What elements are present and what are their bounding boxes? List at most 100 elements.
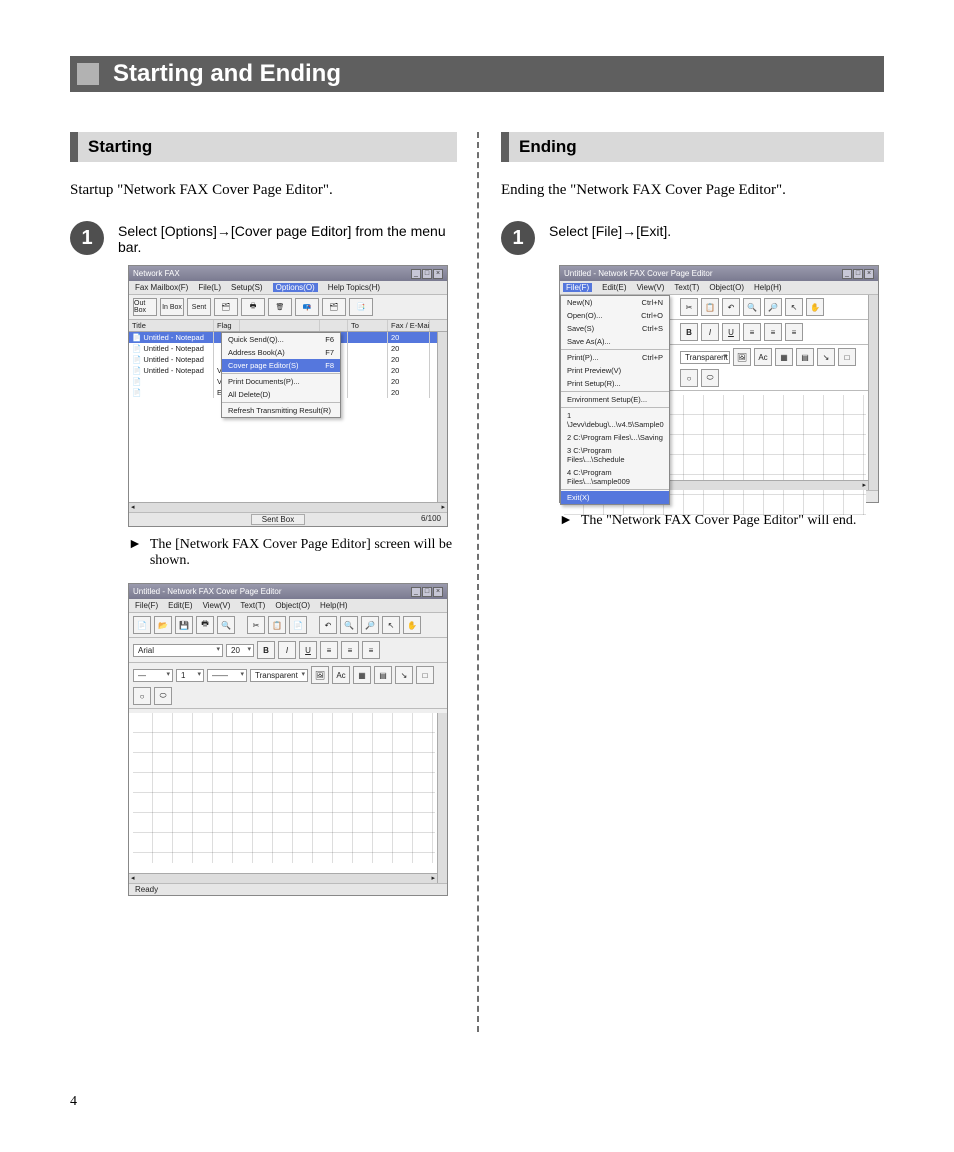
toolbar-button: 📪 (295, 298, 319, 316)
toolbar-button: 🗂 (322, 298, 346, 316)
transparency-dropdown: Transparent (680, 351, 730, 364)
page-header: Starting and Ending (70, 56, 884, 92)
toolbar: Out BoxIn BoxSent🗂🖶🗑📪🗂📑 (129, 295, 447, 320)
menu-item: Print(P)...Ctrl+P (561, 351, 669, 364)
menu-item: Print Documents(P)... (222, 375, 340, 388)
menu-item: Environment Setup(E)... (561, 393, 669, 406)
tool-icon: Ac (754, 348, 772, 366)
menu-item: 3 C:\Program Files\...\Schedule (561, 444, 669, 466)
menubar: Fax Mailbox(F) File(L) Setup(S) Options(O) H… (129, 281, 447, 295)
tool-icon: ⬭ (154, 687, 172, 705)
menu-item: All Delete(D) (222, 388, 340, 401)
tool-icon: 📄 (289, 616, 307, 634)
tool-icon: ✋ (403, 616, 421, 634)
list-body: 📄 Untitled - Notepad20📄 Untitled - Notep… (129, 332, 447, 502)
menubar: File(F)Edit(E)View(V)Text(T)Object(O)Hel… (560, 281, 878, 295)
italic-icon: I (701, 323, 719, 341)
menu-item: Object(O) (709, 283, 744, 292)
menu-item: Help Topics(H) (328, 283, 380, 292)
result-text: The "Network FAX Cover Page Editor" will… (581, 513, 857, 529)
content-area: ◂▸ (129, 713, 447, 883)
menu-item: File(F) (563, 283, 592, 292)
tool-icon: 📋 (268, 616, 286, 634)
tool-icon: ▤ (796, 348, 814, 366)
menu-item: Address Book(A)F7 (222, 346, 340, 359)
transparency-dropdown: Transparent (250, 669, 308, 682)
result-text: The [Network FAX Cover Page Editor] scre… (150, 537, 457, 569)
menu-item: New(N)Ctrl+N (561, 296, 669, 309)
tool-icon: ✋ (806, 298, 824, 316)
screenshot-cover-page-editor: Untitled - Network FAX Cover Page Editor… (128, 583, 448, 896)
tool-icon: ▦ (353, 666, 371, 684)
align-left-icon: ≡ (320, 641, 338, 659)
menu-item: Text(T) (674, 283, 699, 292)
toolbar-button: Sent (187, 298, 211, 316)
line-width-dropdown: 1 (176, 669, 204, 682)
toolbar-button: Out Box (133, 298, 157, 316)
window-titlebar: Network FAX _□× (129, 266, 447, 281)
menu-item: Edit(E) (168, 601, 192, 610)
align-center-icon: ≡ (341, 641, 359, 659)
page-number: 4 (70, 1094, 77, 1110)
bold-icon: B (257, 641, 275, 659)
scrollbar-vertical (437, 713, 447, 883)
window-buttons: _□× (410, 268, 443, 279)
options-menu-popup: Quick Send(Q)...F6Address Book(A)F7Cover… (221, 332, 341, 418)
ending-result: ► The "Network FAX Cover Page Editor" wi… (559, 513, 884, 529)
ending-heading: Ending (501, 132, 884, 162)
left-column: Starting Startup "Network FAX Cover Page… (70, 132, 477, 1032)
bold-icon: B (680, 323, 698, 341)
tool-icon: 📋 (701, 298, 719, 316)
window-titlebar: Untitled - Network FAX Cover Page Editor… (129, 584, 447, 599)
tool-icon: ○ (133, 687, 151, 705)
menu-item: Edit(E) (602, 283, 626, 292)
align-icon: ≡ (743, 323, 761, 341)
menu-item: Open(O)...Ctrl+O (561, 309, 669, 322)
menu-item: Setup(S) (231, 283, 263, 292)
toolbar-row-3: — 1 —— Transparent 🖼 Ac ▦ ▤ ↘ □ ○ ⬭ (129, 663, 447, 709)
status-right: 6/100 (421, 514, 441, 525)
menu-item: Options(O) (273, 283, 318, 292)
menu-item: File(F) (135, 601, 158, 610)
menu-item: Help(H) (320, 601, 348, 610)
window-titlebar: Untitled - Network FAX Cover Page Editor… (560, 266, 878, 281)
file-menu-popup: New(N)Ctrl+NOpen(O)...Ctrl+OSave(S)Ctrl+… (560, 295, 670, 505)
menu-item: 1 \Jevv\debug\...\v4.5\Sample0 (561, 409, 669, 431)
menubar: File(F)Edit(E)View(V)Text(T)Object(O)Hel… (129, 599, 447, 613)
underline-icon: U (299, 641, 317, 659)
content-area: New(N)Ctrl+NOpen(O)...Ctrl+OSave(S)Ctrl+… (560, 295, 878, 490)
line-dash-dropdown: —— (207, 669, 247, 682)
scrollbar-vertical (437, 332, 447, 502)
statusbar: Ready (129, 883, 447, 895)
toolbar-row-2: Arial 20 B I U ≡ ≡ ≡ (129, 638, 447, 663)
tool-icon: ↖ (382, 616, 400, 634)
line-style-dropdown: — (133, 669, 173, 682)
align-right-icon: ≡ (362, 641, 380, 659)
toolbar-button: 🖶 (241, 298, 265, 316)
tool-icon: 📄 (133, 616, 151, 634)
tool-icon: 🔍 (217, 616, 235, 634)
col-pages (320, 320, 348, 331)
ending-intro: Ending the "Network FAX Cover Page Edito… (501, 182, 884, 199)
starting-intro: Startup "Network FAX Cover Page Editor". (70, 182, 457, 199)
menu-item: Fax Mailbox(F) (135, 283, 188, 292)
window-buttons: _□× (841, 268, 874, 279)
result-arrow-icon: ► (559, 513, 573, 529)
menu-item: File(L) (198, 283, 221, 292)
window-title: Untitled - Network FAX Cover Page Editor (133, 587, 282, 596)
tool-icon: 🖶 (196, 616, 214, 634)
menu-item: View(V) (203, 601, 231, 610)
menu-item: Cover page Editor(S)F8 (222, 359, 340, 372)
menu-item: Refresh Transmitting Result(R) (222, 404, 340, 417)
starting-step-1: 1 Select [Options]→[Cover page Editor] f… (70, 221, 457, 255)
menu-item: Print Setup(R)... (561, 377, 669, 390)
align-icon: ≡ (785, 323, 803, 341)
list-header: Title Flag To Fax / E-Mail (129, 320, 447, 332)
toolbar-button: In Box (160, 298, 184, 316)
statusbar: Sent Box 6/100 (129, 512, 447, 526)
col-to: To (348, 320, 388, 331)
page-title: Starting and Ending (113, 60, 341, 88)
menu-item: Object(O) (275, 601, 310, 610)
scrollbar-horizontal: ◂▸ (129, 502, 447, 512)
toolbar-button: 🗑 (268, 298, 292, 316)
